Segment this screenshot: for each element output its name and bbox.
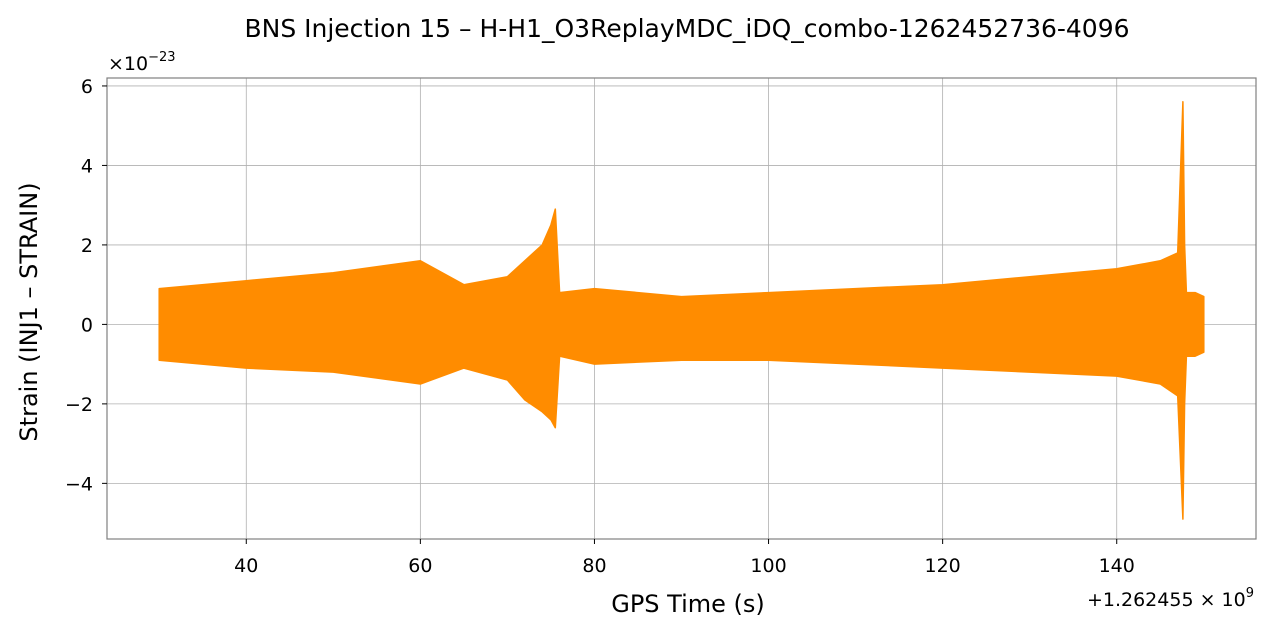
series-layer <box>158 101 1205 520</box>
x-offset-exponent: 9 <box>1246 586 1254 601</box>
x-tick-label: 40 <box>234 555 258 577</box>
y-tick-label: −2 <box>65 394 93 416</box>
y-scale-exponent: −23 <box>148 50 175 65</box>
x-tick-label: 80 <box>582 555 606 577</box>
y-tick-label: −4 <box>65 473 93 495</box>
y-tick-label: 2 <box>81 235 93 257</box>
x-tick-label: 100 <box>750 555 786 577</box>
x-axis-offset: +1.262455 × 109 <box>1087 586 1254 611</box>
y-tick-label: 0 <box>81 314 93 336</box>
x-offset-prefix: +1.262455 × 10 <box>1087 589 1246 611</box>
tick-layer: 40 60 80 100 120 140 −4 −2 0 2 4 6 <box>65 76 1135 577</box>
strain-series-envelope <box>158 101 1205 520</box>
x-tick-label: 60 <box>408 555 432 577</box>
y-axis-label: Strain (INJ1 – STRAIN) <box>15 182 43 441</box>
x-tick-label: 140 <box>1099 555 1135 577</box>
y-tick-label: 4 <box>81 155 93 177</box>
plot-frame <box>106 77 1257 540</box>
y-tick-label: 6 <box>81 76 93 98</box>
chart-title: BNS Injection 15 – H-H1_O3ReplayMDC_iDQ_… <box>244 14 1129 43</box>
x-tick-label: 120 <box>925 555 961 577</box>
y-axis-scale-factor: ×10−23 <box>108 50 176 75</box>
y-scale-prefix: ×10 <box>108 53 148 75</box>
x-axis-label: GPS Time (s) <box>611 590 765 618</box>
